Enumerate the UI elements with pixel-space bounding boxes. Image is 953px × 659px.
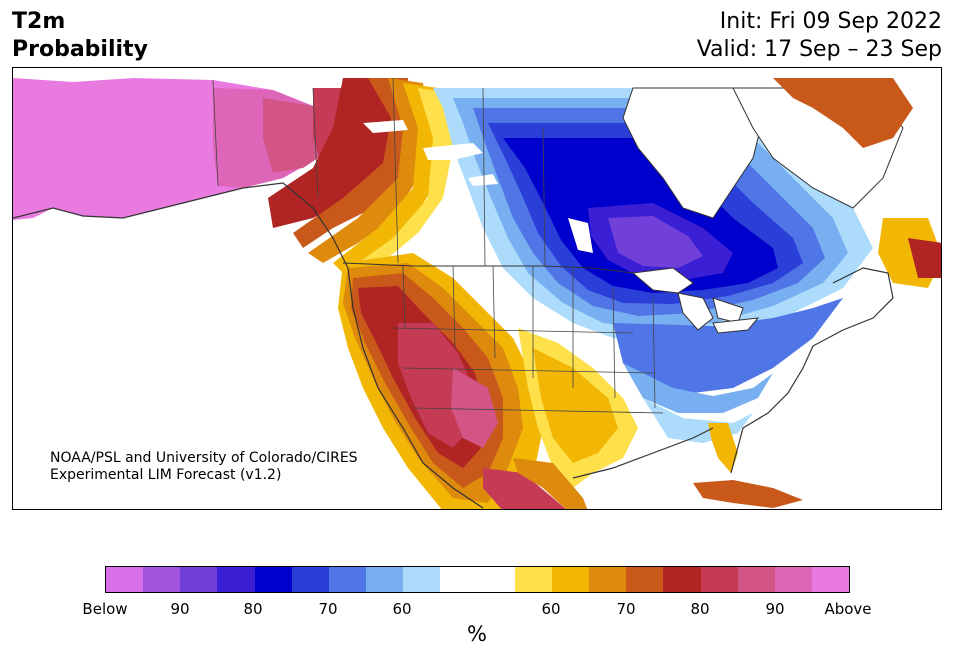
init-date: Init: Fri 09 Sep 2022 bbox=[719, 9, 942, 34]
variable-label: T2m bbox=[12, 9, 66, 34]
colorbar-swatch bbox=[811, 567, 850, 592]
map-title: T2m Probability bbox=[12, 8, 148, 64]
probability-colorbar bbox=[105, 566, 850, 593]
colorbar-swatch bbox=[217, 567, 255, 592]
valid-date: Valid: 17 Sep – 23 Sep bbox=[696, 37, 942, 62]
colorbar-label-below-90: 90 bbox=[170, 600, 190, 618]
colorbar-swatch bbox=[700, 567, 738, 592]
product-label: Probability bbox=[12, 37, 148, 62]
colorbar-swatch bbox=[551, 567, 590, 592]
forecast-map: NOAA/PSL and University of Colorado/CIRE… bbox=[12, 67, 942, 510]
forecast-dates: Init: Fri 09 Sep 2022 Valid: 17 Sep – 23… bbox=[697, 8, 942, 64]
credit-line-2: Experimental LIM Forecast (v1.2) bbox=[50, 467, 282, 483]
colorbar-swatch bbox=[440, 567, 478, 592]
colorbar-label-above-90: 90 bbox=[765, 600, 785, 618]
colorbar-swatch bbox=[663, 567, 701, 592]
colorbar-swatch bbox=[589, 567, 627, 592]
colorbar-swatch bbox=[254, 567, 292, 592]
colorbar-label-below: Below bbox=[82, 600, 128, 618]
colorbar-swatch bbox=[403, 567, 441, 592]
credit-text: NOAA/PSL and University of Colorado/CIRE… bbox=[50, 450, 358, 484]
colorbar-swatch bbox=[626, 567, 664, 592]
colorbar-label-above-70: 70 bbox=[616, 600, 636, 618]
probability-map-graphic bbox=[13, 68, 941, 509]
colorbar-swatch bbox=[477, 567, 515, 592]
colorbar-swatch bbox=[180, 567, 218, 592]
colorbar-unit: % bbox=[467, 622, 487, 646]
colorbar-swatch bbox=[291, 567, 329, 592]
colorbar-label-below-70: 70 bbox=[318, 600, 338, 618]
colorbar-label-below-80: 80 bbox=[243, 600, 263, 618]
colorbar-label-above: Above bbox=[824, 600, 872, 618]
colorbar-label-above-60: 60 bbox=[541, 600, 561, 618]
colorbar-swatch bbox=[737, 567, 775, 592]
colorbar-label-below-60: 60 bbox=[392, 600, 412, 618]
colorbar-swatch bbox=[774, 567, 812, 592]
colorbar-swatch bbox=[514, 567, 552, 592]
colorbar-swatch bbox=[106, 567, 144, 592]
colorbar-swatch bbox=[366, 567, 404, 592]
colorbar-label-above-80: 80 bbox=[690, 600, 710, 618]
colorbar-swatch bbox=[143, 567, 181, 592]
colorbar-swatch bbox=[328, 567, 367, 592]
credit-line-1: NOAA/PSL and University of Colorado/CIRE… bbox=[50, 450, 358, 466]
